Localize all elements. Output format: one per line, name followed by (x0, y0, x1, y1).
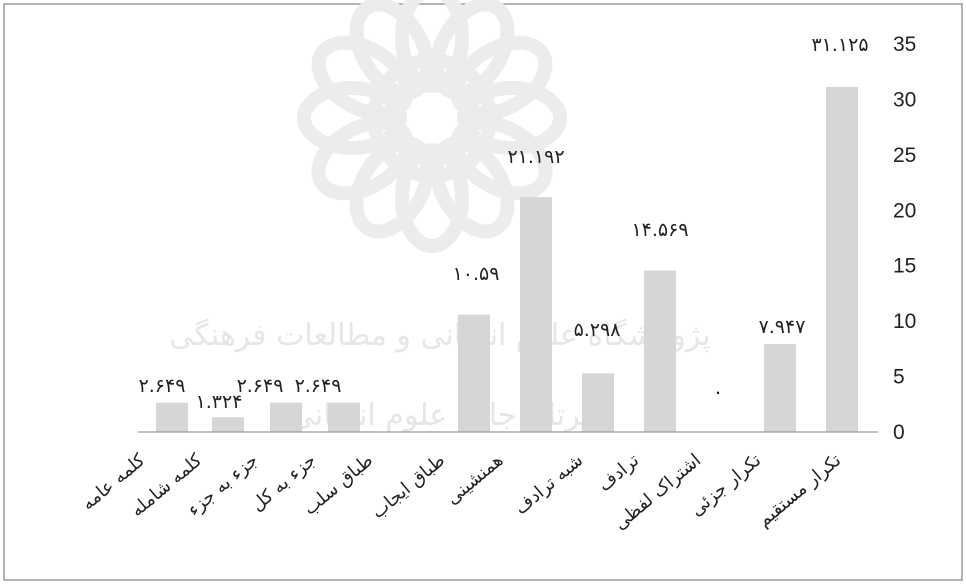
watermark-line-1: پژوهشگاه علوم انسانی و مطالعات فرهنگی (169, 318, 711, 353)
bar (156, 402, 188, 432)
bar (328, 402, 360, 432)
data-label: ۱۰.۵۹ (453, 263, 500, 285)
data-label: ۱.۳۲۴ (196, 391, 243, 413)
bars-group (156, 86, 858, 432)
watermark-petal (349, 136, 435, 239)
watermark-petal (450, 35, 553, 121)
bar (826, 86, 858, 432)
data-label: ۲.۶۴۹ (139, 375, 186, 397)
watermark-petal (349, 0, 435, 100)
data-label: ۲.۶۴۹ (237, 375, 284, 397)
y-tick-label: 5 (893, 366, 905, 389)
data-label: ۲۱.۱۹۲ (507, 146, 564, 168)
data-label: ۵.۲۹۸ (574, 319, 621, 341)
watermark-petal (311, 35, 414, 121)
y-tick-label: 15 (893, 255, 916, 278)
bar (764, 343, 796, 432)
watermark-emblem (297, 0, 567, 253)
data-label: ۳۱.۱۲۵ (811, 34, 868, 56)
bar (520, 197, 552, 432)
watermark-petal (395, 143, 469, 253)
y-axis: 0 5 10 15 20 25 30 35 (893, 33, 916, 444)
bar (458, 314, 490, 432)
data-label: ۷.۹۴۷ (759, 316, 806, 338)
watermark-petal (450, 115, 553, 201)
watermark-petal (395, 0, 469, 93)
watermark-petal (429, 136, 515, 239)
bar (644, 270, 676, 432)
y-tick-label: 20 (893, 199, 916, 222)
watermark-petal (297, 81, 407, 155)
y-tick-label: 30 (893, 88, 916, 111)
y-tick-label: 35 (893, 33, 916, 56)
y-tick-label: 10 (893, 310, 916, 333)
data-label: ۱۴.۵۶۹ (631, 219, 688, 241)
data-label: ۰ (713, 381, 723, 403)
watermark-petal (457, 81, 567, 155)
bar (270, 402, 302, 432)
bar (212, 417, 244, 432)
watermark-petal (429, 0, 515, 100)
watermark-petal (311, 115, 414, 201)
data-label: ۲.۶۴۹ (295, 375, 342, 397)
bar (582, 373, 614, 432)
y-tick-label: 0 (893, 421, 905, 444)
y-tick-label: 25 (893, 144, 916, 167)
